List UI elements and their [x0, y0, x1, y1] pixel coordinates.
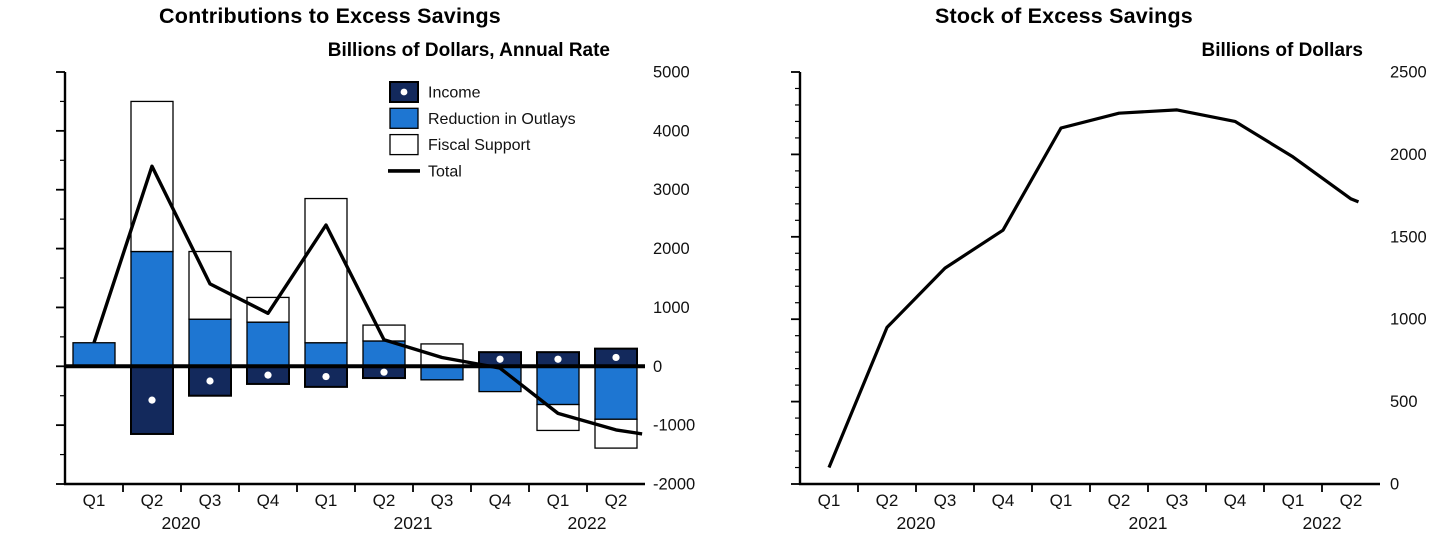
y-tick-label: 1500 [1390, 228, 1427, 246]
year-label: 2022 [568, 513, 607, 533]
y-tick-label: 4000 [653, 122, 690, 140]
y-tick-label: 0 [653, 358, 662, 376]
bar-segment-fiscal-support [420, 343, 464, 367]
x-tick-label: Q4 [992, 491, 1015, 510]
legend-swatch-dot [400, 88, 408, 96]
x-tick-label: Q1 [547, 491, 570, 510]
bar-segment-reduction-in-outlays [130, 250, 174, 367]
legend-swatch-reduction-in-outlays [389, 107, 419, 129]
bar-segment-reduction-in-outlays [188, 318, 232, 367]
year-label: 2022 [1303, 513, 1342, 533]
year-label: 2020 [897, 513, 936, 533]
income-bar-dot [322, 372, 330, 381]
line-total [92, 164, 643, 436]
x-tick-label: Q1 [818, 491, 841, 510]
left-chart-subtitle: Billions of Dollars, Annual Rate [327, 40, 610, 61]
income-bar-dot [380, 368, 388, 376]
legend-swatch-fiscal-support [389, 133, 419, 156]
x-tick-label: Q2 [1108, 491, 1131, 510]
x-tick-label: Q2 [373, 491, 396, 510]
x-tick-label: Q3 [934, 491, 957, 510]
bar-segment-reduction-in-outlays [536, 365, 580, 406]
y-tick-label: 500 [1390, 393, 1418, 411]
year-label: 2021 [394, 513, 433, 533]
x-tick-label: Q3 [1166, 491, 1189, 510]
bar-segment-reduction-in-outlays [246, 321, 290, 367]
y-tick-label: -1000 [653, 417, 695, 435]
x-tick-label: Q4 [257, 491, 280, 510]
x-tick-label: Q2 [876, 491, 899, 510]
legend-label-fiscal-support: Fiscal Support [428, 137, 531, 154]
bar-segment-reduction-in-outlays [304, 342, 348, 367]
y-tick-label: 2000 [1390, 146, 1427, 164]
y-tick-label: -2000 [653, 476, 695, 494]
x-tick-label: Q3 [199, 491, 222, 510]
x-tick-label: Q1 [315, 491, 338, 510]
legend-label-income: Income [428, 85, 481, 102]
y-tick-label: 0 [1390, 476, 1399, 494]
bar-segment-fiscal-support [246, 296, 290, 323]
x-tick-label: Q2 [605, 491, 628, 510]
x-tick-label: Q4 [1224, 491, 1247, 510]
bar-segment-reduction-in-outlays [594, 365, 638, 420]
x-tick-label: Q2 [1340, 491, 1363, 510]
x-tick-label: Q3 [431, 491, 454, 510]
income-bar-dot [496, 355, 504, 363]
y-tick-label: 1000 [1390, 311, 1427, 329]
stock-chart-canvas: 2500 2000 1500 1000 500 0 Q1 Q2 Q3 Q4 Q1 Q2 Q3 Q4 Q1 Q2… [791, 64, 1427, 533]
x-tick-label: Q4 [489, 491, 512, 510]
line-stock-of-excess-savings [827, 108, 1360, 469]
y-tick-label: 2000 [653, 240, 690, 258]
year-label: 2020 [162, 513, 201, 533]
y-tick-label: 3000 [653, 181, 690, 199]
bar-segment-reduction-in-outlays [72, 342, 116, 367]
right-chart-subtitle: Billions of Dollars [1201, 40, 1363, 61]
legend-label-reduction-in-outlays: Reduction in Outlays [428, 111, 576, 128]
right-chart-title: Stock of Excess Savings [935, 4, 1193, 28]
left-chart-title: Contributions to Excess Savings [159, 4, 501, 28]
x-tick-label: Q1 [1050, 491, 1073, 510]
y-tick-label: 5000 [653, 64, 690, 82]
x-tick-label: Q1 [83, 491, 106, 510]
stock-chart-panel: Stock of Excess Savings Billions of Doll… [724, 0, 1448, 542]
income-bar-dot [612, 353, 620, 362]
legend-label-total: Total [428, 163, 462, 180]
contributions-chart-panel: Contributions to Excess Savings Billions… [56, 4, 695, 533]
bar-segment-fiscal-support [304, 197, 348, 344]
income-bar-dot [148, 396, 156, 404]
bar-segment-fiscal-support [130, 100, 174, 253]
contributions-chart-canvas: 5000 4000 3000 2000 1000 0 -1000 -2000 Q1 Q2 Q3 Q4 Q… [56, 64, 695, 533]
y-tick-label: 1000 [653, 299, 690, 317]
income-bar-dot [264, 371, 272, 379]
year-label: 2021 [1129, 513, 1168, 533]
x-tick-label: Q2 [141, 491, 164, 510]
bar-segment-reduction-in-outlays [420, 365, 464, 381]
x-tick-label: Q1 [1282, 491, 1305, 510]
income-bar-dot [206, 377, 214, 385]
y-tick-label: 2500 [1390, 64, 1427, 82]
income-bar-dot [554, 355, 562, 363]
